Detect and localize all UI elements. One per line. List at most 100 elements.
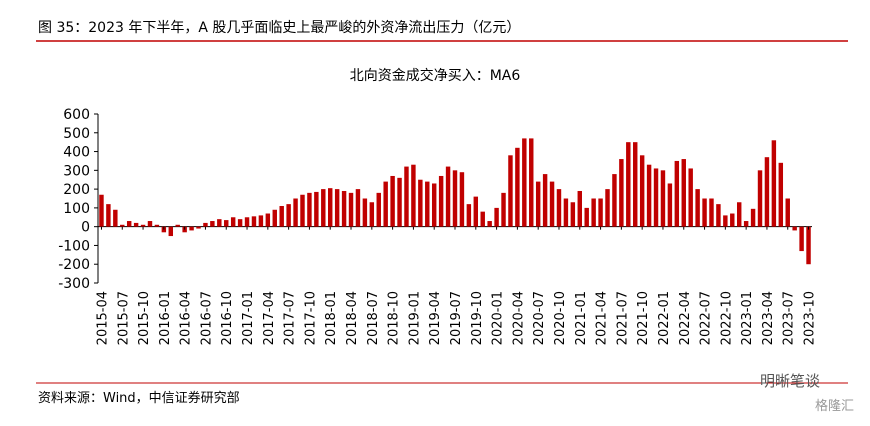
bar <box>348 192 354 227</box>
bar <box>362 198 368 227</box>
bar <box>674 160 680 227</box>
y-tick-label: 400 <box>63 145 90 161</box>
x-tick-label: 2023-04 <box>761 291 776 345</box>
y-tick-label: 200 <box>63 182 90 198</box>
bar <box>612 174 617 227</box>
x-tick-label: 2017-07 <box>283 291 298 345</box>
bar <box>140 224 146 227</box>
bar <box>196 226 201 229</box>
bar <box>695 189 700 227</box>
bar <box>404 166 409 227</box>
bar <box>203 222 208 227</box>
bar <box>556 189 562 227</box>
y-tick-label: 300 <box>63 163 90 179</box>
x-tick-label: 2020-07 <box>532 291 547 345</box>
watermark: 格隆汇 <box>815 398 854 414</box>
bar <box>529 138 534 227</box>
bar <box>646 164 652 227</box>
bar <box>785 198 790 227</box>
figure-title: 图 35：2023 年下半年，A 股几乎面临史上最严峻的外资净流出压力（亿元） <box>38 20 520 36</box>
bar <box>639 155 645 227</box>
bar <box>501 192 506 227</box>
x-tick-label: 2021-07 <box>615 291 630 345</box>
bar <box>126 221 132 227</box>
bar <box>709 198 714 227</box>
bar <box>397 177 402 227</box>
x-tick-label: 2019-04 <box>428 291 443 345</box>
bar <box>154 224 160 227</box>
bar <box>272 209 277 227</box>
bar <box>431 183 437 227</box>
bar <box>334 189 340 227</box>
y-tick-label: 100 <box>63 201 90 217</box>
bar <box>792 226 797 231</box>
x-tick-label: 2018-01 <box>324 291 339 345</box>
x-tick-label: 2023-07 <box>782 291 797 345</box>
bar <box>473 196 479 227</box>
bar <box>314 191 319 227</box>
x-tick-label: 2016-01 <box>158 291 173 345</box>
y-tick-label: -200 <box>58 257 90 273</box>
watermark: 明晰笔谈 <box>760 372 820 390</box>
bar <box>702 198 707 227</box>
bar <box>411 164 416 227</box>
bar <box>681 159 686 227</box>
bar <box>522 138 527 227</box>
bar <box>764 157 770 227</box>
bar <box>258 215 264 227</box>
bar <box>133 222 139 227</box>
y-tick-label: -300 <box>58 276 90 292</box>
bar <box>577 190 582 227</box>
bar <box>688 168 693 227</box>
bar <box>230 217 236 227</box>
x-tick-label: 2022-07 <box>699 291 714 345</box>
x-tick-label: 2021-04 <box>595 291 610 345</box>
bar <box>660 170 666 227</box>
bar <box>716 204 721 227</box>
bar <box>438 175 444 227</box>
bar <box>224 220 229 227</box>
bar <box>508 155 513 227</box>
bar <box>328 188 333 227</box>
x-tick-label: 2020-10 <box>553 291 568 345</box>
bar <box>237 219 243 227</box>
bar <box>293 198 298 227</box>
bar <box>799 226 804 252</box>
x-tick-label: 2016-10 <box>220 291 235 345</box>
x-tick-label: 2022-10 <box>719 291 734 345</box>
bar <box>750 208 756 227</box>
bar <box>265 213 271 227</box>
x-tick-label: 2017-04 <box>262 291 277 345</box>
bar <box>743 221 749 227</box>
x-tick-label: 2021-10 <box>636 291 651 345</box>
x-tick-label: 2020-01 <box>491 291 506 345</box>
bar <box>452 170 458 227</box>
bar <box>418 179 423 227</box>
x-tick-label: 2015-04 <box>95 291 110 345</box>
x-tick-label: 2016-04 <box>179 291 194 345</box>
bar <box>515 147 520 227</box>
y-tick-label: 600 <box>63 107 90 123</box>
bar <box>736 202 742 227</box>
bar <box>175 224 180 227</box>
bar <box>106 204 111 227</box>
source: 资料来源：Wind，中信证券研究部 <box>38 390 240 406</box>
y-tick-label: -100 <box>58 238 90 254</box>
chart-title: 北向资金成交净买入：MA6 <box>350 67 521 84</box>
bar <box>300 194 305 227</box>
x-tick-label: 2017-01 <box>241 291 256 345</box>
bar <box>591 198 596 227</box>
bar <box>113 209 118 227</box>
bar <box>99 194 104 227</box>
x-tick-label: 2019-07 <box>449 291 464 345</box>
x-tick-label: 2022-04 <box>678 291 693 345</box>
bar <box>570 202 576 227</box>
bar <box>459 172 465 227</box>
bar <box>147 221 153 227</box>
x-tick-label: 2023-01 <box>740 291 755 345</box>
bar <box>653 168 659 227</box>
bar <box>480 211 485 227</box>
bar <box>189 226 194 231</box>
x-tick-label: 2015-10 <box>137 291 152 345</box>
